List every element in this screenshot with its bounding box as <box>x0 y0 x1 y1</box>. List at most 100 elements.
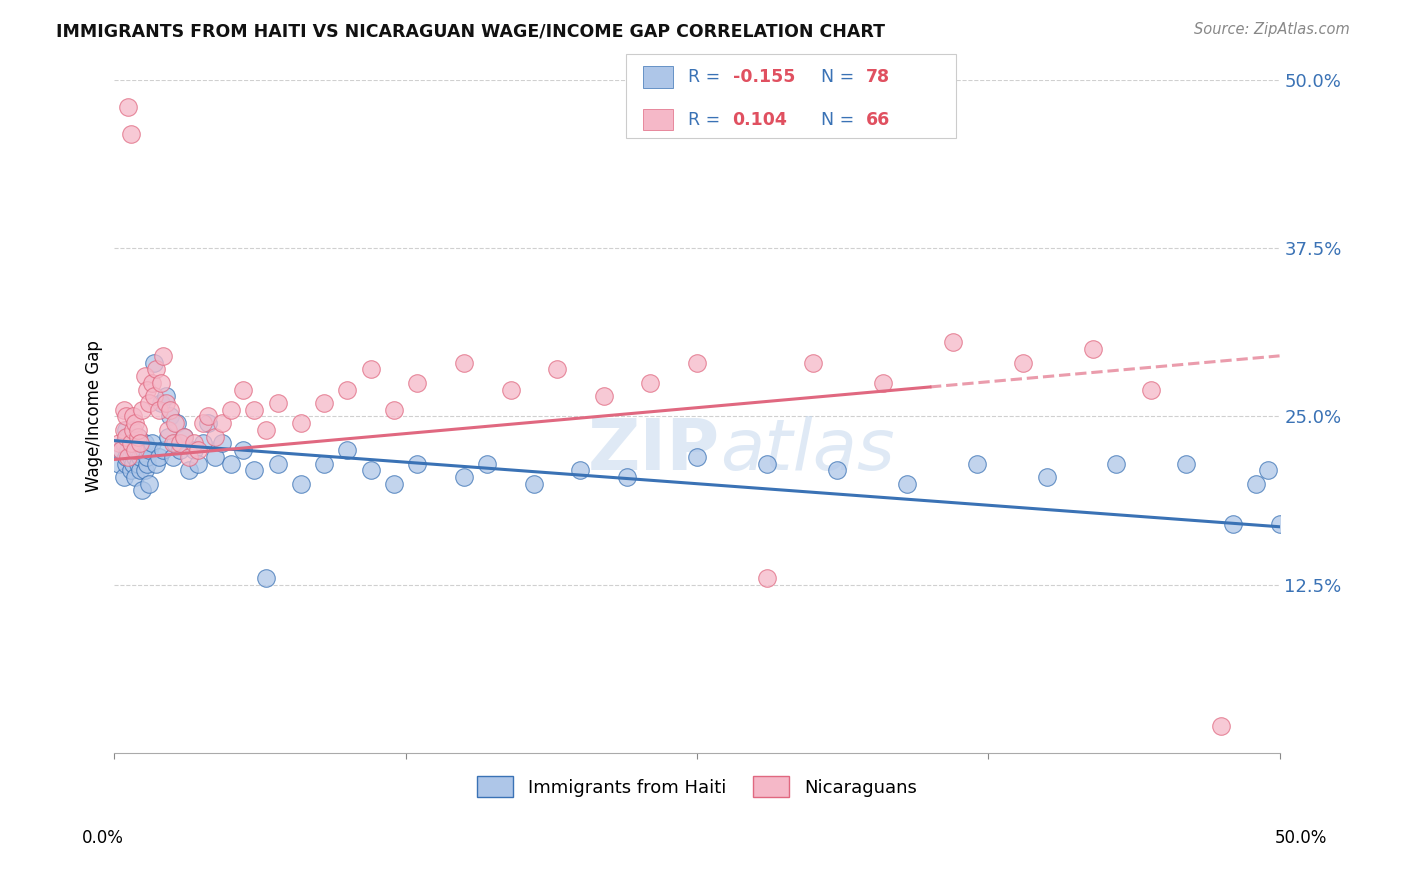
Point <box>120 450 142 464</box>
Point <box>115 429 138 443</box>
Point <box>204 450 226 464</box>
Point <box>145 362 167 376</box>
Point <box>138 443 160 458</box>
Point <box>191 416 214 430</box>
Point <box>966 457 988 471</box>
Point <box>616 470 638 484</box>
Point <box>129 436 152 450</box>
Point <box>127 457 149 471</box>
Text: 66: 66 <box>866 111 890 128</box>
Point <box>1268 517 1291 532</box>
Point <box>117 429 139 443</box>
Point <box>129 463 152 477</box>
Text: 0.0%: 0.0% <box>82 829 124 847</box>
Point <box>143 355 166 369</box>
Point <box>360 463 382 477</box>
Point <box>187 457 209 471</box>
Point <box>266 396 288 410</box>
Legend: Immigrants from Haiti, Nicaraguans: Immigrants from Haiti, Nicaraguans <box>470 769 924 805</box>
Point <box>266 457 288 471</box>
Point <box>1140 383 1163 397</box>
Point <box>122 409 145 424</box>
Point <box>755 571 778 585</box>
Point <box>145 457 167 471</box>
Point <box>499 383 522 397</box>
Point <box>1257 463 1279 477</box>
Point <box>803 355 825 369</box>
Point <box>166 416 188 430</box>
Point <box>159 409 181 424</box>
Point <box>191 436 214 450</box>
Point <box>1222 517 1244 532</box>
Text: -0.155: -0.155 <box>733 69 794 87</box>
Point <box>453 470 475 484</box>
Point <box>177 450 200 464</box>
Point <box>211 436 233 450</box>
Point <box>152 443 174 458</box>
Text: 78: 78 <box>866 69 890 87</box>
Point <box>173 429 195 443</box>
Point <box>219 457 242 471</box>
Point <box>183 443 205 458</box>
Point <box>110 443 132 458</box>
Point <box>406 457 429 471</box>
Point <box>477 457 499 471</box>
Point <box>112 423 135 437</box>
Point <box>942 335 965 350</box>
Point <box>108 457 131 471</box>
Point <box>108 436 131 450</box>
Point <box>112 402 135 417</box>
Point <box>127 443 149 458</box>
Point <box>197 409 219 424</box>
Point <box>640 376 662 390</box>
Point <box>686 450 709 464</box>
Point <box>124 470 146 484</box>
Point <box>129 450 152 464</box>
Point <box>136 457 159 471</box>
Point <box>148 402 170 417</box>
Point <box>290 416 312 430</box>
Point <box>686 355 709 369</box>
Point <box>183 436 205 450</box>
Point <box>219 402 242 417</box>
Point <box>159 402 181 417</box>
Point <box>1035 470 1057 484</box>
Point <box>134 436 156 450</box>
Point <box>382 402 405 417</box>
Point <box>143 389 166 403</box>
Point <box>453 355 475 369</box>
Point <box>127 423 149 437</box>
Point <box>187 443 209 458</box>
Point <box>141 376 163 390</box>
Point <box>156 423 179 437</box>
Point <box>872 376 894 390</box>
Point <box>211 416 233 430</box>
Point <box>1105 457 1128 471</box>
Point <box>120 436 142 450</box>
Point <box>169 436 191 450</box>
Point <box>232 443 254 458</box>
Point <box>150 376 173 390</box>
Point <box>124 450 146 464</box>
Point <box>117 443 139 458</box>
Point <box>134 369 156 384</box>
Point <box>122 423 145 437</box>
Point <box>131 443 153 458</box>
Point <box>254 571 277 585</box>
Point <box>152 349 174 363</box>
Point <box>360 362 382 376</box>
Point <box>592 389 614 403</box>
Y-axis label: Wage/Income Gap: Wage/Income Gap <box>86 341 103 492</box>
Point <box>569 463 592 477</box>
Point <box>115 450 138 464</box>
Point <box>336 443 359 458</box>
Point <box>112 470 135 484</box>
Point <box>173 429 195 443</box>
Point <box>162 450 184 464</box>
Point <box>117 450 139 464</box>
Point <box>1211 719 1233 733</box>
Point <box>169 443 191 458</box>
Point <box>141 436 163 450</box>
Point <box>825 463 848 477</box>
Point <box>204 429 226 443</box>
